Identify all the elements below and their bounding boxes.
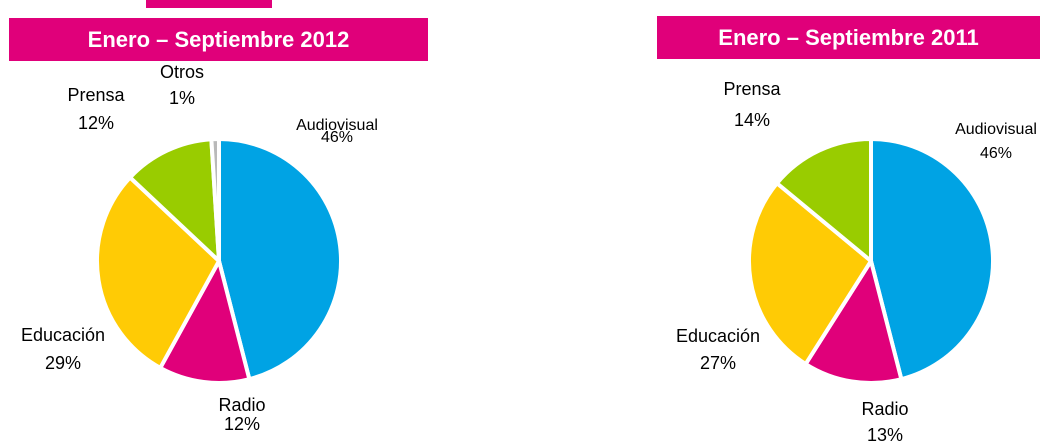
slice-value-label: 29% [45, 353, 81, 373]
pie-slice-audiovisual [869, 137, 995, 382]
chart-title-2011: Enero – Septiembre 2011 [657, 16, 1040, 59]
pie-slice-audiovisual [217, 137, 343, 382]
slice-value-label: 12% [224, 414, 260, 434]
pie-slice-educacion [747, 181, 873, 367]
slice-value-label: 46% [980, 145, 1012, 162]
slice-value-label: 27% [700, 353, 736, 373]
pie-slice-otros [209, 136, 221, 263]
pie-slice-prensa [128, 137, 221, 263]
pie-slice-radio [158, 259, 252, 385]
slice-label: Audiovisual [296, 117, 378, 134]
pie-slice-prensa [775, 137, 873, 263]
chart-title-2012: Enero – Septiembre 2012 [9, 18, 428, 61]
slice-label: Prensa [67, 85, 125, 105]
slice-value-label: 14% [734, 110, 770, 130]
pie-slice-radio [803, 259, 904, 385]
slice-label: Otros [160, 62, 204, 82]
slice-label: Audiovisual [955, 121, 1037, 138]
slice-label: Radio [861, 399, 908, 419]
slice-value-label: 46% [321, 129, 353, 146]
slice-label: Prensa [723, 79, 781, 99]
slice-value-label: 13% [867, 425, 903, 443]
slice-label: Educación [676, 326, 760, 346]
pie-slice-educacion [95, 175, 221, 370]
slice-value-label: 1% [169, 88, 195, 108]
slice-value-label: 12% [78, 113, 114, 133]
title-fragment [146, 0, 272, 8]
slice-label: Radio [218, 395, 265, 415]
slice-label: Educación [21, 325, 105, 345]
